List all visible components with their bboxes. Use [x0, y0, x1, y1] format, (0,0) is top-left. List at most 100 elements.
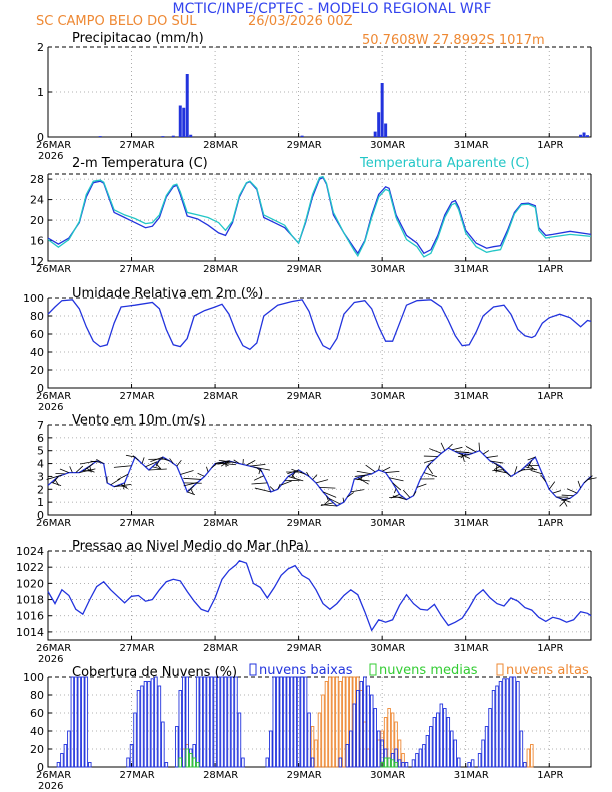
- wind-ytick-label: 0: [37, 509, 44, 522]
- cloud-low-bar: [269, 730, 273, 768]
- wind-xtick-label: 29MAR: [287, 518, 322, 529]
- cloud-low-bar: [349, 730, 353, 768]
- cloud-low-bar: [164, 762, 169, 768]
- temperature-xtick-label: 30MAR: [370, 264, 405, 275]
- wind-ytick-label: 1: [37, 496, 44, 509]
- precip-xtick-label: 30MAR: [370, 140, 405, 151]
- cloud-low-bar: [84, 676, 89, 768]
- pressure-ytick-label: 1022: [16, 561, 44, 574]
- temperature-xtick-label: 31MAR: [454, 264, 489, 275]
- wind-arrow: [46, 474, 63, 480]
- cloud-low-bar: [178, 690, 183, 768]
- cloud-low-bar: [446, 717, 451, 768]
- wind-arrow: [427, 465, 433, 475]
- wind-arrow: [385, 470, 400, 473]
- precip-bar: [300, 135, 304, 137]
- cloud-low-bar: [307, 712, 311, 768]
- wind-arrow: [524, 466, 538, 471]
- cloud-low-bar: [418, 748, 423, 768]
- cloud-low-bar: [366, 685, 370, 768]
- temperature-ytick-label: 20: [30, 214, 44, 227]
- temperature-ytick-label: 28: [30, 173, 44, 186]
- wind-arrow: [254, 487, 271, 493]
- wind-arrow: [326, 495, 329, 501]
- wind-ytick-label: 7: [37, 419, 44, 432]
- wind-arrow: [494, 470, 508, 474]
- cloud-low-bar: [216, 676, 221, 768]
- wind-arrow: [188, 485, 195, 492]
- humidity-series-line: [47, 299, 592, 351]
- cloud-low-bar: [436, 712, 440, 768]
- cloud-mid-bar: [380, 762, 384, 768]
- cloud-low-bar: [282, 676, 287, 768]
- cloud-low-bar: [202, 676, 207, 768]
- cloud-low-bar: [272, 676, 277, 768]
- cloud-low-bar: [220, 676, 224, 768]
- cloud-high-bar: [526, 748, 531, 768]
- humidity-title: Umidade Relativa em 2m (%): [72, 286, 263, 301]
- cloud-low-bar: [411, 759, 416, 768]
- precip-xtick-label: 1APR: [537, 140, 563, 151]
- temperature-series-line: [47, 175, 592, 258]
- wind-arrow: [59, 468, 70, 473]
- cloud-low-bar: [373, 708, 377, 768]
- wind-arrow: [90, 460, 101, 463]
- wind-arrow: [492, 469, 505, 472]
- wind-arrow: [424, 459, 435, 464]
- wind-arrow: [427, 462, 432, 468]
- temperature-xtick-label: 26MAR: [36, 264, 71, 275]
- wind-arrow: [258, 468, 261, 475]
- wind-ytick-label: 6: [37, 432, 44, 445]
- temperature-ytick-label: 24: [30, 194, 44, 207]
- wind-arrow: [148, 468, 167, 471]
- cloud-low-bar: [275, 676, 280, 768]
- cloud-low-bar: [136, 690, 141, 768]
- cloud-low-bar: [140, 685, 144, 768]
- wind-arrow: [251, 482, 268, 485]
- precip-ytick-label: 0: [37, 131, 44, 144]
- location-label: SC CAMPO BELO DO SUL: [36, 14, 197, 29]
- wind-ytick-label: 2: [37, 483, 44, 496]
- wind-arrow: [493, 465, 501, 470]
- cloud-low-bar: [209, 676, 214, 768]
- pressure-ytick-label: 1020: [16, 577, 44, 590]
- cloud-low-bar: [279, 676, 283, 768]
- wind-arrow: [291, 468, 306, 475]
- wind-arrow: [161, 458, 170, 462]
- clouds-xtick-label: 29MAR: [287, 770, 322, 781]
- cloud-low-bar: [363, 676, 367, 768]
- precip-bar: [579, 134, 583, 137]
- run-date-label: 26/03/2026 00Z: [248, 14, 353, 29]
- cloud-low-bar: [467, 762, 471, 768]
- wind-arrow: [356, 470, 372, 475]
- humidity-xtick-label: 31MAR: [454, 391, 489, 402]
- wind-xtick-label: 26MAR: [36, 518, 71, 529]
- wind-arrow: [514, 466, 518, 475]
- temperature-frame: [47, 174, 592, 262]
- humidity-ytick-label: 20: [30, 364, 44, 377]
- wind-arrow: [354, 474, 369, 477]
- wind-arrow: [393, 488, 397, 494]
- wind-arrow: [413, 491, 417, 496]
- cloud-low-bar: [516, 681, 520, 768]
- wind-arrow: [75, 465, 84, 473]
- temperature-title: 2-m Temperatura (C): [72, 156, 208, 171]
- wind-arrow: [540, 474, 547, 482]
- cloud-low-bar: [404, 762, 409, 768]
- clouds-title: Cobertura de Nuvens (%): [72, 665, 237, 680]
- wind-arrow: [145, 461, 158, 468]
- wind-arrow: [84, 463, 94, 471]
- precip-bar: [185, 74, 189, 137]
- humidity-ytick-label: 80: [30, 310, 44, 323]
- precip-bar: [582, 132, 586, 137]
- wind-arrow: [527, 460, 533, 469]
- wind-title: Vento em 10m (m/s): [72, 413, 205, 428]
- clouds-ytick-label: 0: [37, 761, 44, 774]
- wind-arrow: [155, 463, 161, 469]
- wind-arrow: [256, 467, 263, 473]
- cloud-low-bar: [484, 726, 489, 768]
- wind-arrow: [552, 490, 562, 494]
- wind-arrow: [561, 497, 571, 501]
